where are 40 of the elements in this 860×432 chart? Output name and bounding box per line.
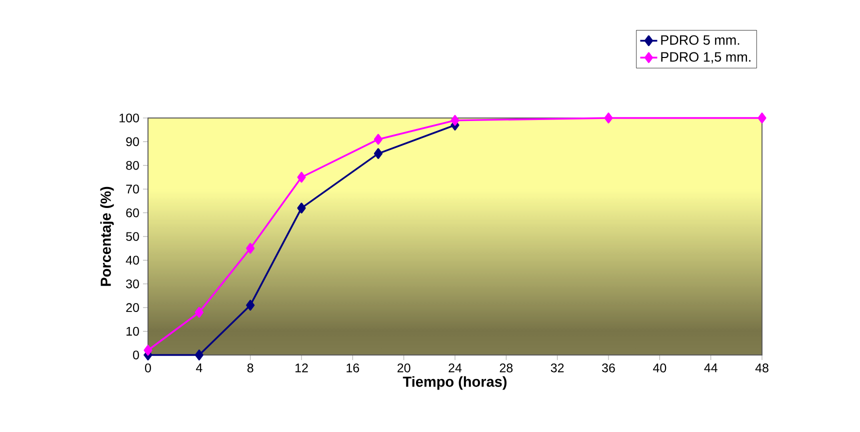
point [758, 112, 766, 124]
y-tick-label: 0 [133, 350, 139, 360]
legend-label: PDRO 1,5 mm. [661, 52, 750, 64]
y-tick-label: 90 [126, 137, 139, 146]
x-tick-label: 8 [247, 364, 254, 372]
point [144, 344, 152, 356]
point [297, 172, 306, 183]
point [297, 202, 306, 214]
x-tick-label: 4 [196, 364, 202, 372]
x-tick-label: 0 [145, 364, 151, 372]
x-axis-title: Tiempo (horas) [402, 376, 507, 390]
x-tick-label: 20 [398, 364, 410, 372]
x-tick-label: 28 [500, 364, 513, 372]
point [246, 242, 255, 254]
x-tick-label: 32 [550, 364, 564, 372]
x-tick-label: 12 [296, 364, 308, 372]
y-tick-label: 80 [126, 160, 139, 170]
point [374, 134, 383, 145]
y-tick-label: 100 [120, 114, 139, 122]
point [246, 300, 255, 311]
x-tick-label: 40 [653, 364, 666, 372]
y-tick-label: 20 [126, 303, 139, 312]
point [374, 148, 383, 159]
y-tick-label: 70 [126, 184, 139, 194]
point [194, 350, 204, 360]
y-tick-label: 10 [126, 326, 139, 336]
legend-label: PDRO 5 mm. [661, 35, 740, 45]
y-axis-title: Porcentaje (%) [100, 186, 114, 286]
x-tick-label: 36 [602, 364, 615, 372]
y-tick-label: 30 [126, 279, 139, 288]
point [604, 112, 613, 124]
x-tick-label: 44 [704, 364, 718, 372]
y-tick-label: 60 [126, 208, 139, 218]
y-tick-label: 50 [126, 232, 139, 241]
x-tick-label: 24 [448, 364, 462, 372]
y-tick-label: 40 [126, 256, 139, 265]
x-tick-label: 48 [755, 364, 768, 372]
point [194, 306, 204, 318]
point [450, 114, 460, 126]
x-tick-label: 16 [346, 364, 360, 372]
